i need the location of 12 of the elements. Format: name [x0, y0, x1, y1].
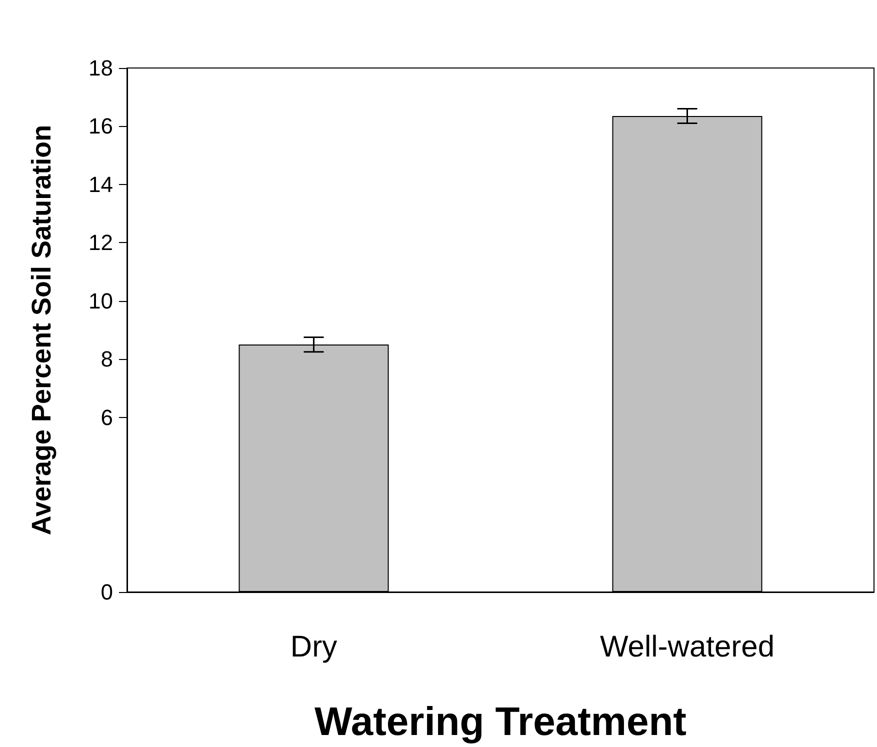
y-tick-label: 12 [88, 230, 113, 256]
y-tick-label: 8 [100, 346, 113, 372]
y-tick-label: 0 [100, 580, 113, 604]
y-tick-label: 10 [88, 288, 113, 314]
y-tick-label: 6 [100, 404, 113, 430]
x-axis-title: Watering Treatment [314, 700, 686, 744]
y-tick-label: 18 [88, 56, 113, 80]
x-tick-label: Well-watered [600, 630, 775, 664]
y-tick-label: 14 [88, 172, 113, 197]
y-axis-title: Average Percent Soil Saturation [26, 124, 56, 536]
y-tick-label: 16 [88, 114, 113, 139]
x-tick-label: Dry [290, 630, 338, 664]
